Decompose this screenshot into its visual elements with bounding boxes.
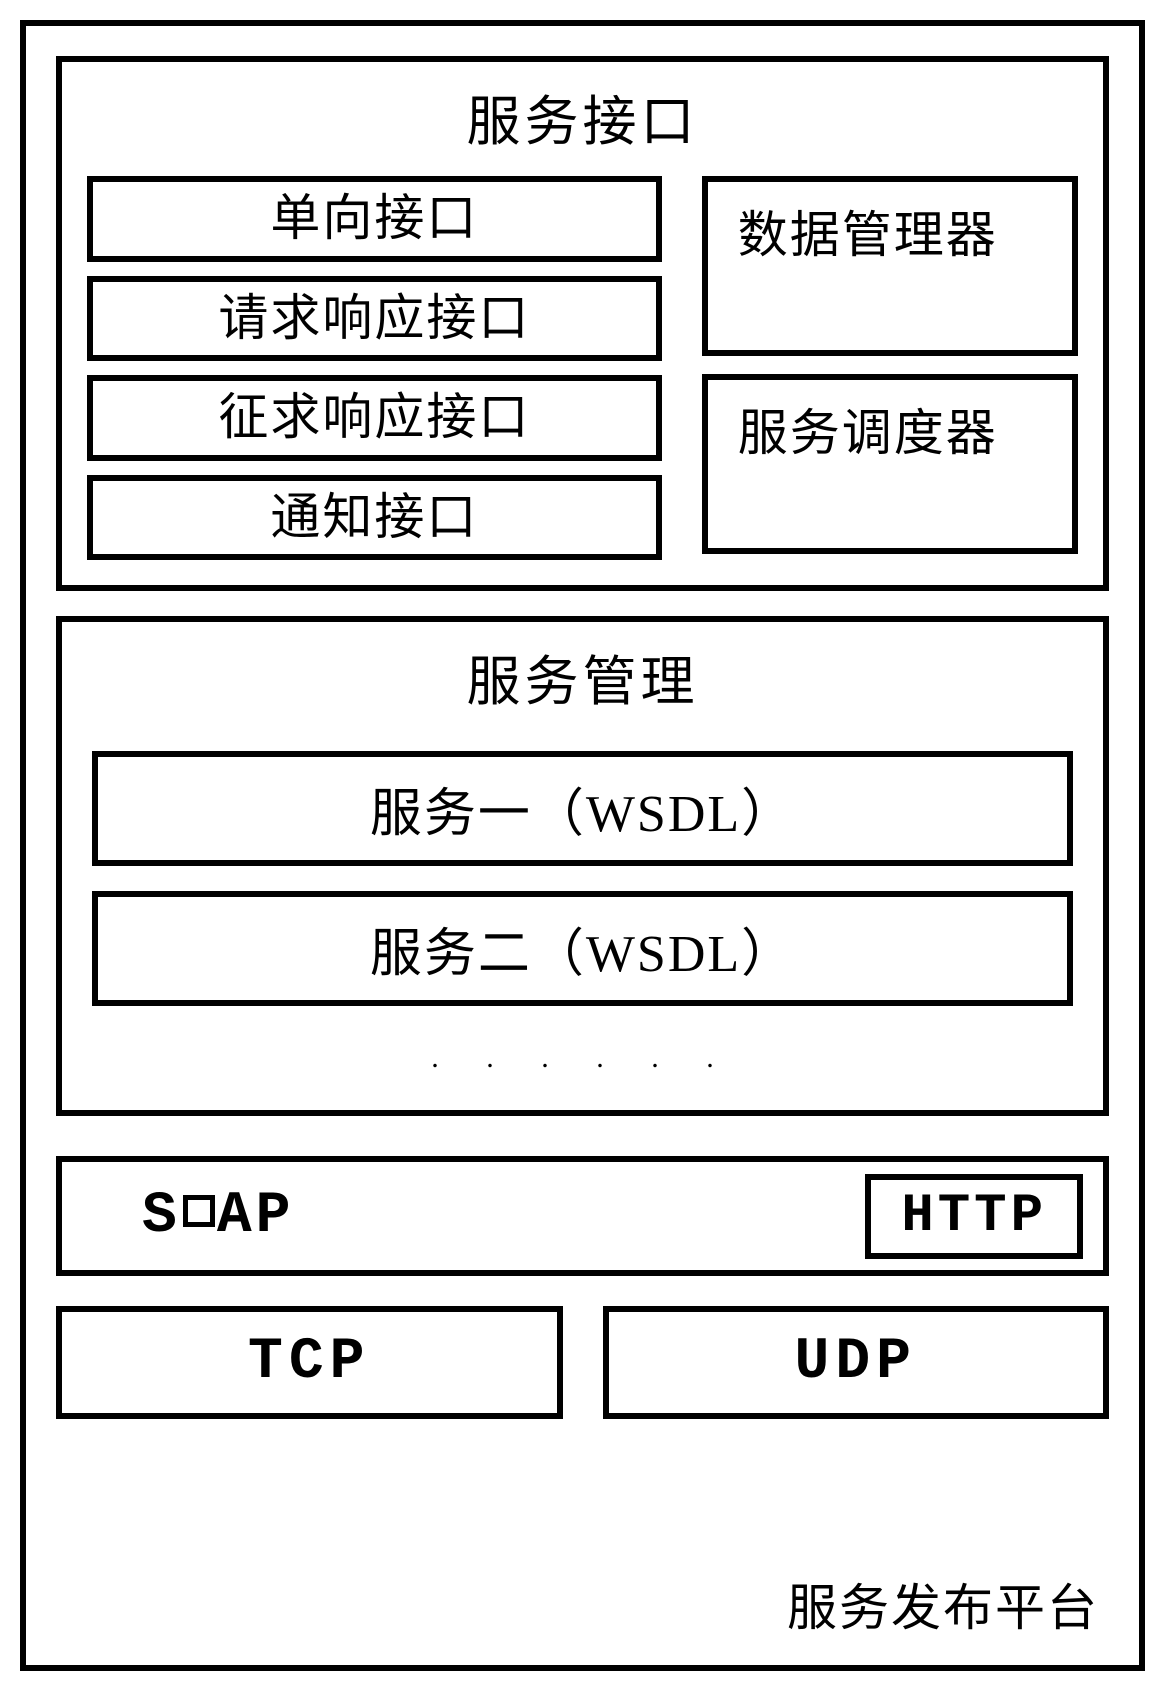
- soap-label: S AP: [82, 1184, 294, 1249]
- service-management-title: 服务管理: [92, 637, 1073, 716]
- service-management-items: 服务一（WSDL） 服务二（WSDL） . . . . . .: [92, 751, 1073, 1075]
- notification-interface-box: 通知接口: [87, 475, 662, 561]
- service-interface-left-column: 单向接口 请求响应接口 征求响应接口 通知接口: [87, 176, 662, 560]
- service-management-panel: 服务管理 服务一（WSDL） 服务二（WSDL） . . . . . .: [56, 616, 1109, 1116]
- service-interface-body: 单向接口 请求响应接口 征求响应接口 通知接口 数据管理器 服务调度器: [87, 176, 1078, 560]
- footer-label: 服务发布平台: [787, 1568, 1099, 1640]
- service-scheduler-box: 服务调度器: [702, 374, 1078, 554]
- solicit-response-interface-box: 征求响应接口: [87, 375, 662, 461]
- soap-suffix: AP: [217, 1184, 295, 1249]
- tcp-box: TCP: [56, 1306, 563, 1419]
- service-interface-right-column: 数据管理器 服务调度器: [702, 176, 1078, 560]
- diagram-container: 服务接口 单向接口 请求响应接口 征求响应接口 通知接口 数据管理器 服务调度器…: [20, 20, 1145, 1671]
- request-response-interface-box: 请求响应接口: [87, 276, 662, 362]
- soap-square-glyph: [183, 1195, 215, 1227]
- tcp-udp-row: TCP UDP: [56, 1306, 1109, 1419]
- service-two-box: 服务二（WSDL）: [92, 891, 1073, 1006]
- oneway-interface-box: 单向接口: [87, 176, 662, 262]
- udp-box: UDP: [603, 1306, 1110, 1419]
- service-interface-title: 服务接口: [87, 77, 1078, 156]
- ellipsis: . . . . . .: [92, 1041, 1073, 1075]
- soap-prefix: S: [142, 1184, 181, 1249]
- service-one-box: 服务一（WSDL）: [92, 751, 1073, 866]
- data-manager-box: 数据管理器: [702, 176, 1078, 356]
- soap-http-row: S AP HTTP: [56, 1156, 1109, 1276]
- http-box: HTTP: [865, 1174, 1083, 1259]
- service-interface-panel: 服务接口 单向接口 请求响应接口 征求响应接口 通知接口 数据管理器 服务调度器: [56, 56, 1109, 591]
